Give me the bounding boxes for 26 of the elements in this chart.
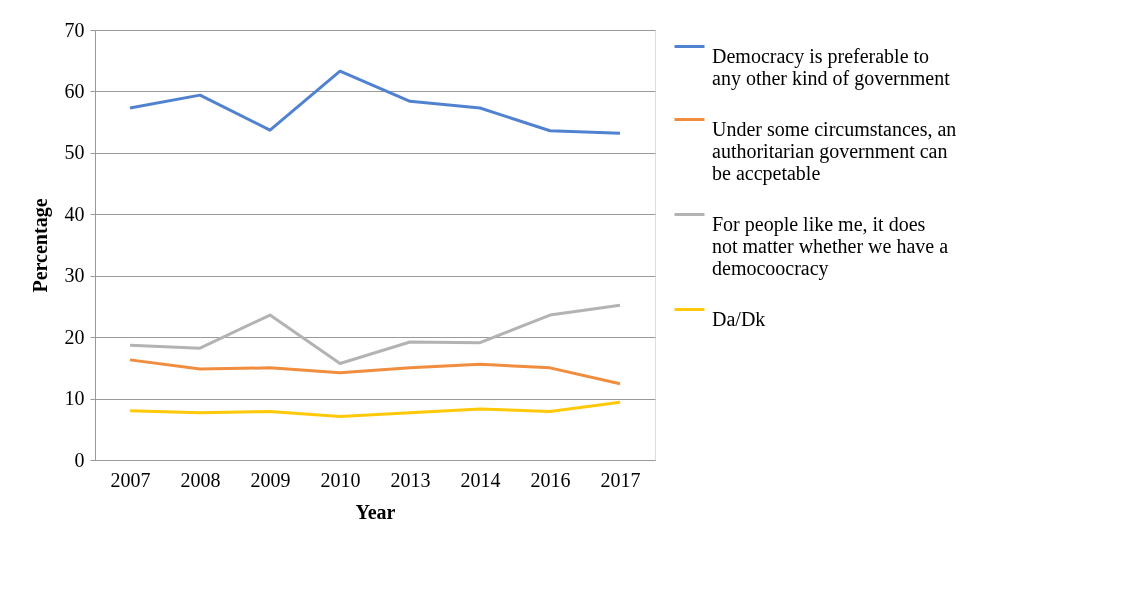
line-series — [128, 303, 622, 366]
x-tick-label: 2017 — [600, 468, 641, 491]
legend-label: Da/Dk — [712, 307, 766, 330]
legend-label: For people like me, it does not matter whether we have a democoocracy — [712, 212, 949, 280]
y-tick-label: 60 — [64, 79, 85, 102]
y-tick-label: 70 — [64, 18, 85, 41]
x-tick-label: 2010 — [320, 468, 361, 491]
y-tick-label: 40 — [64, 202, 85, 225]
x-tick-label: 2013 — [390, 468, 431, 491]
x-axis-title: Year — [355, 500, 396, 523]
line-series — [128, 69, 622, 135]
y-tick-label: 20 — [64, 325, 85, 348]
x-tick-label: 2016 — [530, 468, 571, 491]
y-tick-label: 10 — [64, 387, 85, 410]
y-tick-label: 0 — [74, 448, 85, 471]
x-tick-label: 2008 — [180, 468, 221, 491]
legend-label: Democracy is preferable to any other kind of government — [712, 44, 951, 90]
x-tick-label: 2009 — [250, 468, 291, 491]
x-tick-label: 2007 — [110, 468, 151, 491]
y-tick-label: 50 — [64, 141, 85, 164]
y-axis-title: Percentage — [28, 198, 52, 293]
y-tick-label: 30 — [64, 264, 85, 287]
line-series — [128, 358, 622, 386]
legend-label: Under some circumstances, an authoritarian government can be accpetable — [712, 117, 957, 185]
x-tick-label: 2014 — [460, 468, 501, 491]
line-series — [128, 400, 622, 418]
